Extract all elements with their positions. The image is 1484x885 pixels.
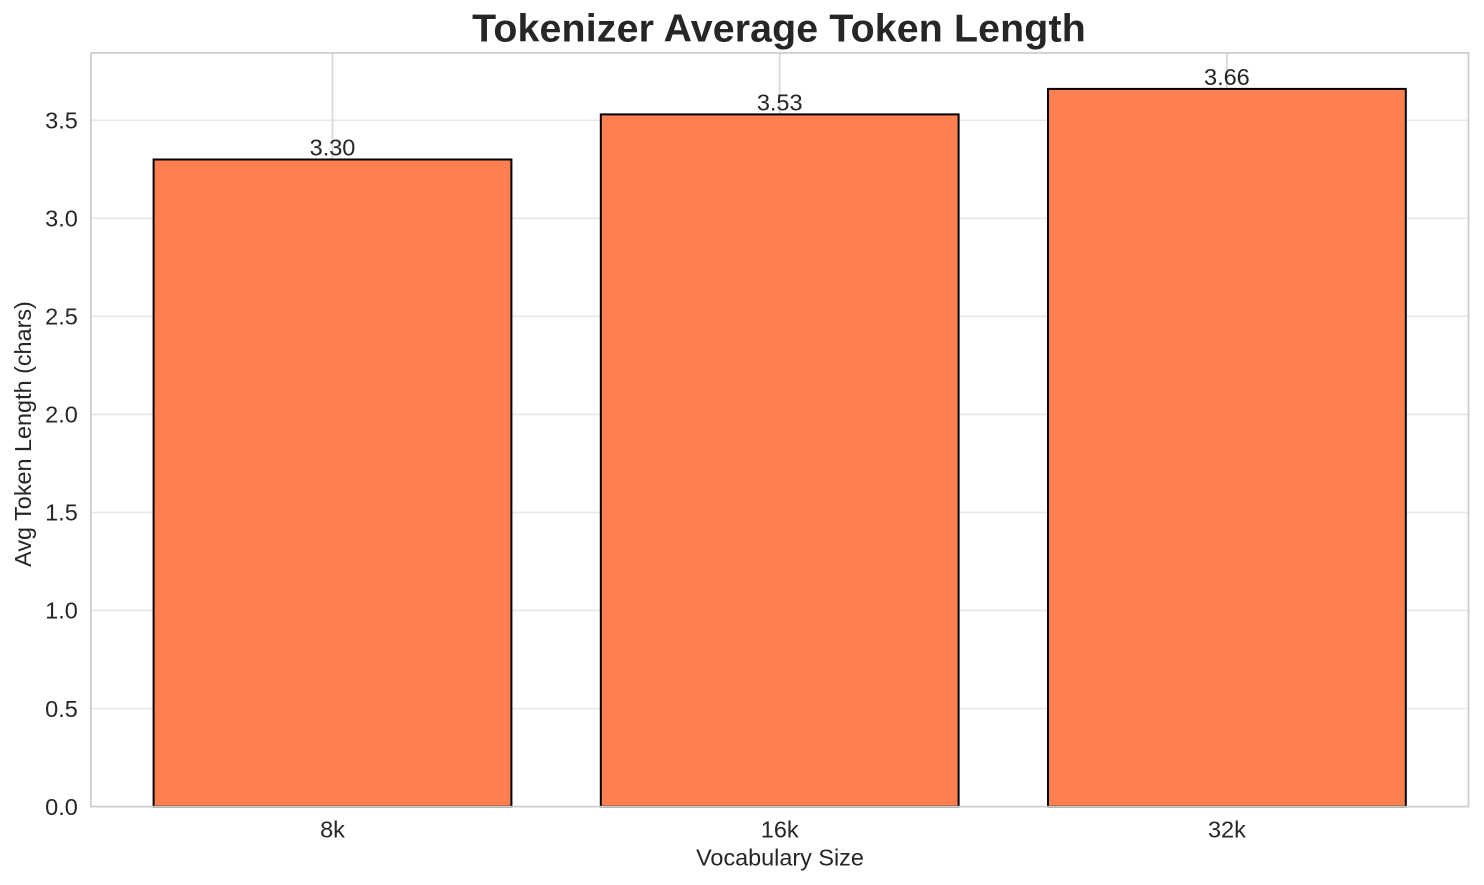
svg-text:16k: 16k bbox=[761, 817, 799, 843]
svg-text:Avg Token Length (chars): Avg Token Length (chars) bbox=[10, 301, 36, 567]
svg-text:32k: 32k bbox=[1208, 817, 1246, 843]
svg-text:1.5: 1.5 bbox=[45, 500, 78, 526]
svg-text:8k: 8k bbox=[320, 817, 345, 843]
svg-text:3.0: 3.0 bbox=[45, 206, 78, 232]
svg-text:3.30: 3.30 bbox=[310, 135, 356, 161]
svg-text:2.5: 2.5 bbox=[45, 304, 78, 330]
svg-text:Vocabulary Size: Vocabulary Size bbox=[696, 845, 864, 871]
svg-text:2.0: 2.0 bbox=[45, 402, 78, 428]
svg-text:0.0: 0.0 bbox=[45, 794, 78, 820]
svg-text:1.0: 1.0 bbox=[45, 598, 78, 624]
svg-text:3.53: 3.53 bbox=[757, 90, 803, 116]
svg-text:0.5: 0.5 bbox=[45, 696, 78, 722]
svg-text:Tokenizer Average Token Length: Tokenizer Average Token Length bbox=[472, 7, 1086, 51]
svg-text:3.5: 3.5 bbox=[45, 108, 78, 134]
svg-text:3.66: 3.66 bbox=[1204, 64, 1250, 90]
